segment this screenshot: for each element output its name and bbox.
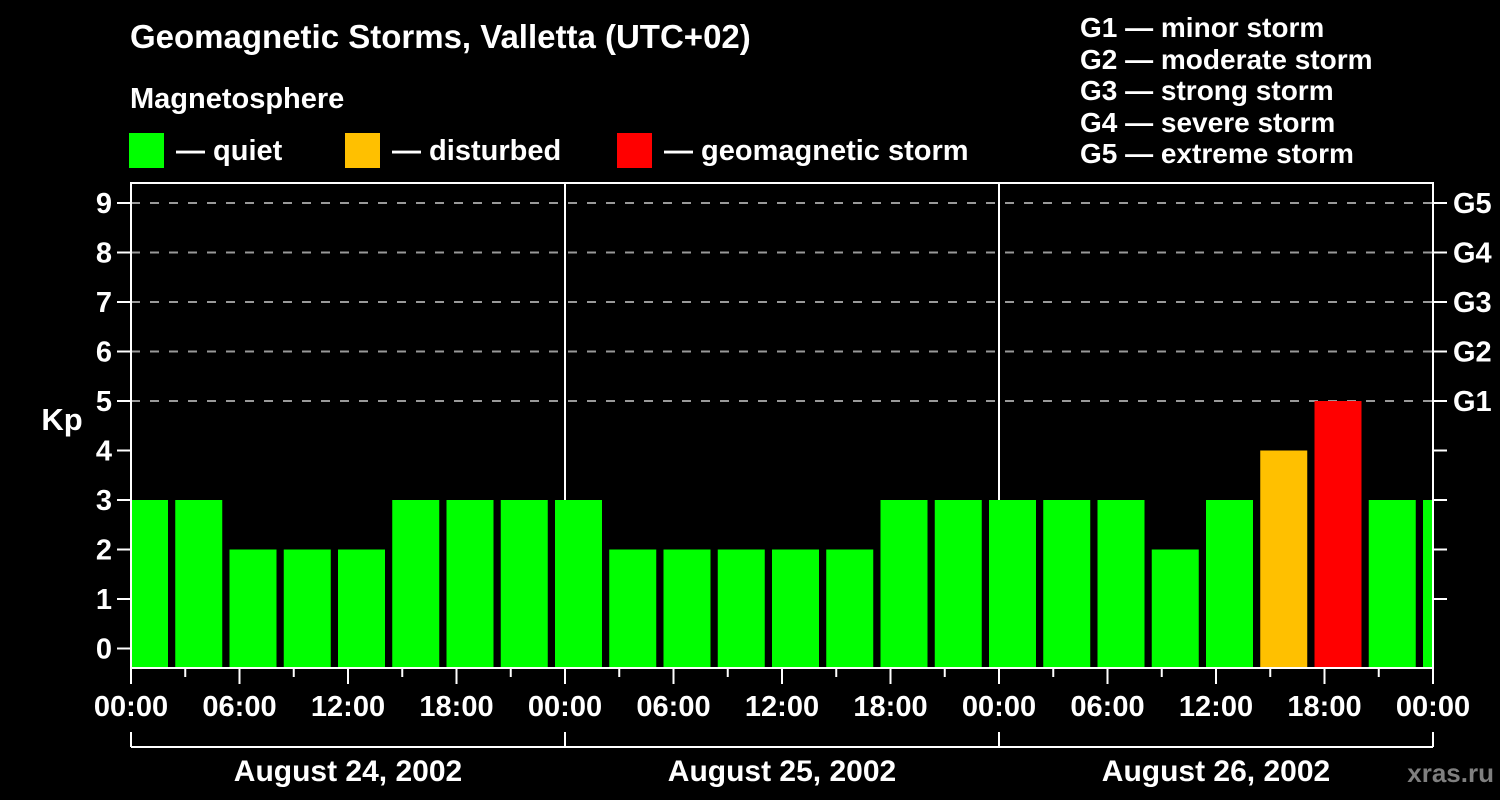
kp-tick-label: 5	[96, 386, 112, 418]
kp-tick-label: 0	[96, 634, 112, 666]
kp-tick-label: 2	[96, 535, 112, 567]
kp-bar	[880, 500, 928, 668]
kp-bar	[772, 549, 819, 668]
disturbed-legend-label: — disturbed	[392, 135, 562, 167]
kp-bar	[1314, 401, 1362, 668]
g1-legend-row: G1 — minor storm	[1080, 12, 1325, 43]
kp-bar	[934, 500, 982, 668]
kp-bar	[826, 549, 874, 668]
kp-tick-label: 6	[96, 337, 112, 369]
kp-bar	[283, 549, 331, 668]
kp-bar	[229, 549, 277, 668]
g-level-label: G5	[1453, 188, 1492, 220]
kp-tick-label: 8	[96, 238, 112, 270]
time-label: 06:00	[1070, 691, 1144, 723]
kp-tick-label: 3	[96, 485, 112, 517]
g-scale-legend: G1 — minor storm G2 — moderate storm G3 …	[1080, 12, 1373, 170]
page-title: Geomagnetic Storms, Valletta (UTC+02)	[130, 18, 751, 55]
time-label: 00:00	[528, 691, 602, 723]
kp-bar	[1151, 549, 1199, 668]
kp-bar	[1368, 500, 1416, 668]
time-label: 00:00	[1396, 691, 1470, 723]
kp-tick-label: 7	[96, 287, 112, 319]
storm-color-swatch	[617, 133, 652, 168]
time-label: 18:00	[853, 691, 927, 723]
kp-axis-title: Kp	[41, 402, 82, 437]
time-label: 12:00	[745, 691, 819, 723]
g-level-label: G3	[1453, 287, 1492, 319]
kp-bar	[663, 549, 711, 668]
watermark: xras.ru	[1407, 758, 1494, 788]
g-level-label: G4	[1453, 238, 1492, 270]
kp-tick-label: 9	[96, 188, 112, 220]
quiet-legend-label: — quiet	[176, 135, 283, 167]
kp-bar	[338, 549, 385, 668]
time-label: 00:00	[94, 691, 168, 723]
quiet-color-swatch	[129, 133, 164, 168]
kp-bar	[131, 500, 168, 668]
time-label: 18:00	[419, 691, 493, 723]
kp-bar	[1043, 500, 1091, 668]
kp-bar	[446, 500, 494, 668]
g2-legend-row: G2 — moderate storm	[1080, 43, 1373, 75]
date-label: August 25, 2002	[668, 755, 896, 788]
time-label: 12:00	[311, 691, 385, 723]
g3-legend-row: G3 — strong storm	[1080, 75, 1334, 107]
kp-bar	[1260, 450, 1308, 668]
kp-bar	[175, 500, 223, 668]
magnetosphere-label: Magnetosphere	[130, 83, 345, 115]
time-label: 00:00	[962, 691, 1036, 723]
time-label: 18:00	[1287, 691, 1361, 723]
g-level-label: G2	[1453, 337, 1492, 369]
time-label: 06:00	[202, 691, 276, 723]
storm-legend-label: — geomagnetic storm	[664, 135, 969, 167]
kp-bar	[392, 500, 440, 668]
kp-tick-label: 1	[96, 584, 112, 616]
kp-bar	[555, 500, 602, 668]
kp-bar	[609, 549, 657, 668]
kp-bar	[1423, 500, 1433, 668]
kp-bar	[989, 500, 1036, 668]
kp-bar	[717, 549, 765, 668]
date-label: August 24, 2002	[234, 755, 462, 788]
kp-bar	[1206, 500, 1253, 668]
g5-legend-row: G5 — extreme storm	[1080, 138, 1354, 170]
kp-bar	[500, 500, 548, 668]
date-label: August 26, 2002	[1102, 755, 1330, 788]
kp-tick-label: 4	[96, 436, 112, 468]
disturbed-color-swatch	[345, 133, 380, 168]
time-label: 12:00	[1179, 691, 1253, 723]
g4-legend-row: G4 — severe storm	[1080, 106, 1336, 138]
kp-bar	[1097, 500, 1145, 668]
g-level-label: G1	[1453, 386, 1492, 418]
time-label: 06:00	[636, 691, 710, 723]
